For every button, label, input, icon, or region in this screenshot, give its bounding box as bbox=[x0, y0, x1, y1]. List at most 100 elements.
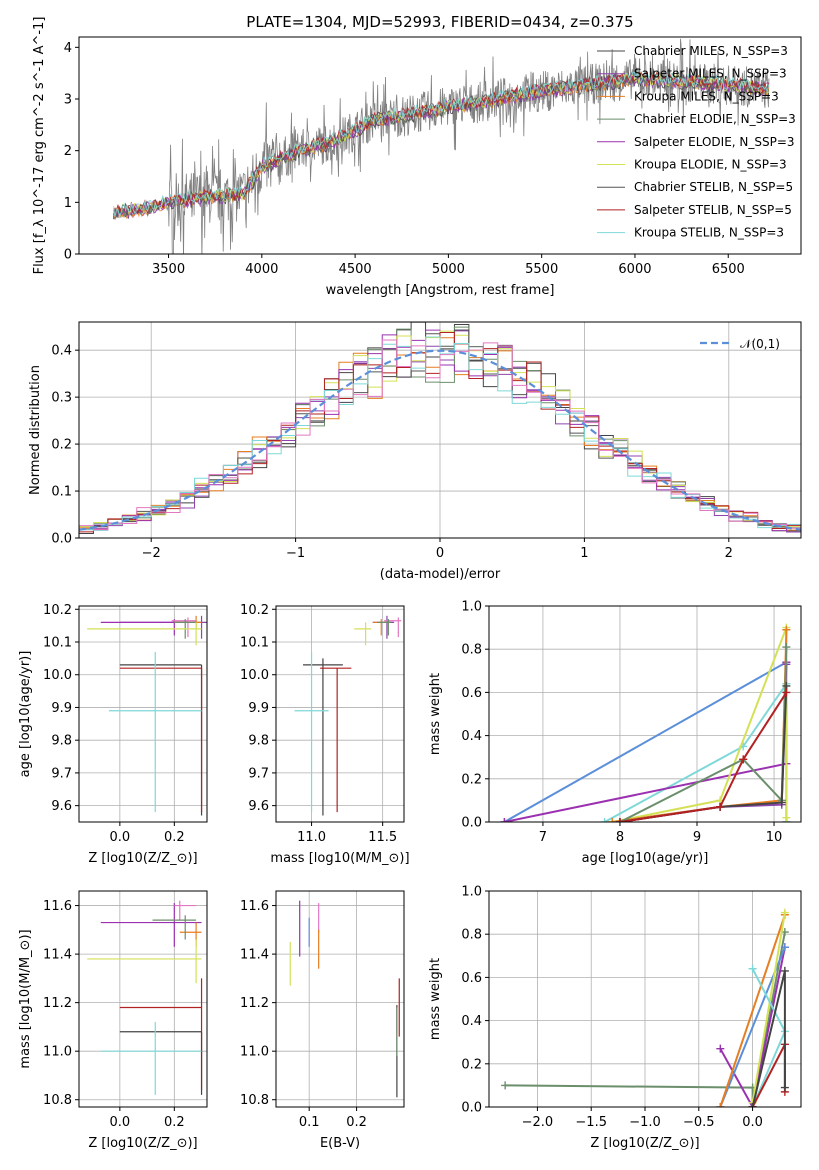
x-axis-label: (data-model)/error bbox=[380, 567, 501, 582]
weight-series-line bbox=[619, 646, 788, 822]
y-tick-label: 0.2 bbox=[51, 438, 72, 453]
y-tick-label: 11.6 bbox=[240, 899, 269, 914]
y-tick-label: 10.0 bbox=[43, 668, 72, 683]
weight-point-marker bbox=[780, 908, 789, 917]
x-tick-label: 0 bbox=[436, 546, 444, 561]
weight-point-marker bbox=[501, 1081, 510, 1090]
y-tick-label: 10.8 bbox=[43, 1093, 72, 1108]
x-tick-label: −1.5 bbox=[575, 1115, 607, 1130]
x-tick-label: 4500 bbox=[339, 262, 372, 277]
y-axis-label: mass weight bbox=[428, 958, 443, 1040]
weight-series-line bbox=[619, 691, 788, 822]
errorbar-area bbox=[87, 900, 203, 1095]
weight-series-line bbox=[503, 660, 788, 822]
histogram-series bbox=[79, 336, 801, 532]
axes-frame bbox=[78, 605, 208, 823]
model-series-line bbox=[113, 71, 770, 219]
x-axis-label: Z [log10(Z/Z_⊙)] bbox=[590, 1136, 699, 1151]
legend-entry: Kroupa ELODIE, N_SSP=3 bbox=[634, 158, 787, 172]
y-tick-label: 0.3 bbox=[51, 391, 72, 406]
x-tick-label: −1 bbox=[286, 546, 305, 561]
y-tick-label: 9.9 bbox=[248, 701, 269, 716]
y-tick-label: 0 bbox=[64, 248, 72, 263]
y-tick-label: 9.6 bbox=[51, 799, 72, 814]
y-tick-label: 11.4 bbox=[43, 948, 72, 963]
y-tick-label: 0.0 bbox=[461, 816, 482, 831]
y-tick-label: 1 bbox=[64, 196, 72, 211]
y-tick-label: 11.4 bbox=[240, 948, 269, 963]
y-tick-label: 9.8 bbox=[51, 734, 72, 749]
y-tick-label: 9.9 bbox=[51, 701, 72, 716]
weight-point-marker bbox=[615, 818, 624, 822]
errorbar-area bbox=[289, 900, 400, 1098]
y-tick-label: 0.4 bbox=[461, 1014, 482, 1029]
x-tick-label: 5500 bbox=[525, 262, 558, 277]
axes-frame bbox=[78, 36, 802, 255]
y-tick-label: 9.7 bbox=[248, 766, 269, 781]
legend-entry: 𝒩(0,1) bbox=[740, 337, 780, 351]
legend-entry: Salpeter MILES, N_SSP=3 bbox=[634, 67, 787, 81]
legend-entry: Kroupa MILES, N_SSP=3 bbox=[634, 89, 779, 103]
weight-point-marker bbox=[782, 813, 791, 822]
weight-series-line bbox=[604, 680, 788, 822]
weight-point-marker bbox=[780, 943, 789, 952]
x-tick-label: 1 bbox=[580, 546, 588, 561]
weight-series-line bbox=[719, 947, 786, 1107]
x-tick-label: 6500 bbox=[712, 262, 745, 277]
legend-entry: Chabrier STELIB, N_SSP=5 bbox=[634, 180, 793, 194]
weight-point-marker bbox=[716, 1044, 725, 1053]
y-tick-label: 3 bbox=[64, 93, 72, 108]
chart-title: PLATE=1304, MJD=52993, FIBERID=0434, z=0… bbox=[246, 13, 633, 31]
panel-3: 11.0 11.5 9.6 9.7 9.8 9.9 10.0 10.1 10.2 mass [lo… bbox=[240, 603, 410, 866]
x-tick-label: 2 bbox=[725, 546, 733, 561]
x-tick-label: 0.2 bbox=[164, 1115, 185, 1130]
panel-4: 7 8 9 10 0.0 0.2 0.4 0.6 0.8 1.0 age [log10(age/yr… bbox=[428, 600, 802, 866]
x-tick-label: 0.2 bbox=[164, 830, 185, 845]
weight-series-line bbox=[751, 970, 786, 1107]
y-tick-label: 0.2 bbox=[461, 772, 482, 787]
y-tick-label: 0.6 bbox=[461, 971, 482, 986]
panel-6: 0.1 0.2 10.8 11.0 11.2 11.4 11.6 E(B-V) bbox=[240, 890, 405, 1151]
axes-frame bbox=[275, 605, 405, 823]
weight-point-marker bbox=[500, 818, 509, 822]
panel-5: 0.0 0.2 10.8 11.0 11.2 11.4 11.6 Z [log10(Z/Z_⊙… bbox=[18, 890, 208, 1151]
y-axis-label: mass weight bbox=[428, 673, 443, 755]
weight-area bbox=[500, 623, 791, 822]
weight-point-marker bbox=[782, 625, 791, 634]
x-tick-label: 8 bbox=[616, 830, 624, 845]
x-tick-label: 3500 bbox=[152, 262, 185, 277]
y-tick-label: 2 bbox=[64, 144, 72, 159]
weight-series-line bbox=[751, 912, 786, 1103]
x-axis-label: wavelength [Angstrom, rest frame] bbox=[326, 283, 555, 298]
legend-entry: Kroupa STELIB, N_SSP=3 bbox=[634, 226, 784, 240]
legend-entry: Salpeter STELIB, N_SSP=5 bbox=[634, 203, 792, 217]
y-tick-label: 11.6 bbox=[43, 899, 72, 914]
x-axis-label: age [log10(age/yr)] bbox=[582, 851, 709, 866]
x-tick-label: 0.0 bbox=[742, 1115, 763, 1130]
y-tick-label: 11.2 bbox=[43, 996, 72, 1011]
weight-point-marker bbox=[748, 964, 757, 973]
x-tick-label: 11.5 bbox=[368, 830, 397, 845]
x-tick-label: −2 bbox=[142, 546, 161, 561]
axes-frame bbox=[488, 605, 802, 823]
y-tick-label: 0.1 bbox=[51, 485, 72, 500]
y-tick-label: 1.0 bbox=[461, 885, 482, 900]
x-tick-label: 0.1 bbox=[299, 1115, 320, 1130]
y-tick-label: 10.2 bbox=[43, 603, 72, 618]
x-tick-label: 9 bbox=[693, 830, 701, 845]
weight-point-marker bbox=[780, 966, 789, 975]
legend-entry: Chabrier MILES, N_SSP=3 bbox=[634, 44, 788, 58]
spectrum-area bbox=[113, 38, 770, 254]
weight-series-line bbox=[719, 914, 786, 1107]
legend-entry: Salpeter ELODIE, N_SSP=3 bbox=[634, 135, 795, 149]
x-tick-label: 7 bbox=[539, 830, 547, 845]
weight-series-line bbox=[612, 627, 788, 822]
y-axis-label: age [log10(age/yr)] bbox=[18, 651, 33, 778]
y-tick-label: 11.2 bbox=[240, 996, 269, 1011]
legend-entry: Chabrier ELODIE, N_SSP=3 bbox=[634, 112, 796, 126]
y-tick-label: 11.0 bbox=[240, 1045, 269, 1060]
panel-1: −2 −1 0 1 2 0.0 0.1 0.2 0.3 0.4 (data-model)/error… bbox=[28, 321, 802, 582]
model-series-line bbox=[113, 70, 770, 218]
x-axis-label: Z [log10(Z/Z_⊙)] bbox=[88, 851, 197, 866]
